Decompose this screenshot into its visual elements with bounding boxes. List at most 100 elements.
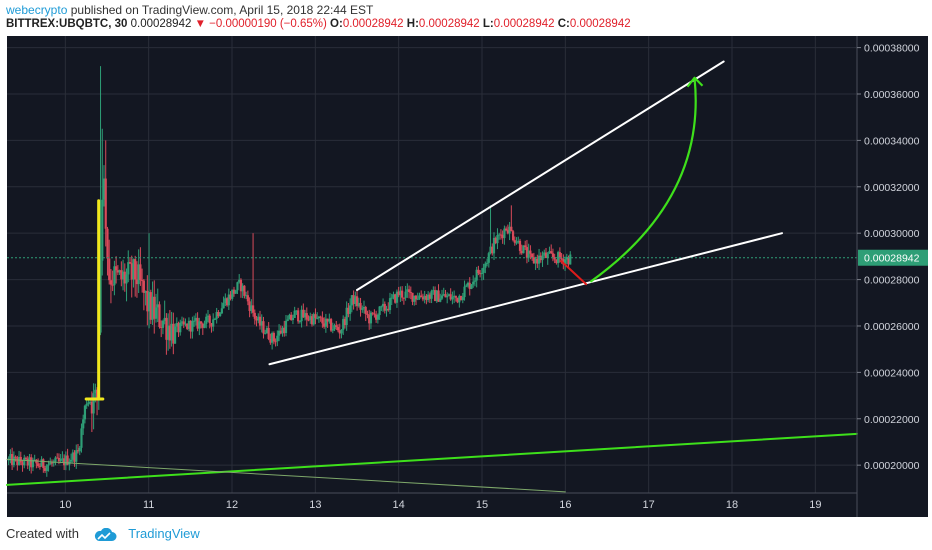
candle-body: [132, 259, 135, 280]
candle-body: [243, 285, 246, 296]
candle-body: [565, 256, 568, 260]
price-axis[interactable]: 0.00038000 0.00036000 0.00034000 0.00032000…: [857, 43, 920, 473]
candle-body: [350, 295, 353, 306]
candle-body: [146, 290, 149, 312]
candle-body: [238, 279, 241, 283]
candle-body: [177, 323, 180, 333]
candle-body: [160, 326, 163, 328]
candle-body: [277, 330, 281, 336]
candle-body: [454, 295, 457, 298]
candle-body: [427, 294, 430, 301]
candle-body: [69, 459, 73, 462]
long-support-line: [6, 432, 858, 486]
candle-body: [397, 291, 400, 296]
candle-body: [184, 323, 187, 325]
candle-body: [54, 457, 57, 462]
y-tick-label: 0.00026000: [864, 321, 920, 333]
candle-body: [517, 240, 520, 243]
candle-body: [134, 259, 137, 280]
candle-body: [154, 307, 158, 319]
price-axis-background: [857, 36, 928, 517]
y-tick-label: 0.00036000: [864, 89, 920, 101]
candle-body: [128, 262, 132, 264]
candle-body: [453, 295, 456, 297]
y-tick-label: 0.00030000: [864, 228, 920, 240]
candle-body: [258, 316, 262, 326]
candle-body: [303, 313, 307, 318]
x-tick-label: 11: [143, 499, 154, 511]
high-label: H:: [406, 18, 419, 30]
candle-body: [82, 419, 85, 429]
candle-body: [222, 303, 225, 309]
candle-body: [38, 466, 41, 468]
candle-body: [255, 318, 258, 321]
candle-body: [90, 401, 93, 414]
candle-body: [435, 290, 438, 301]
candle-body: [61, 458, 64, 460]
candle-body: [66, 455, 69, 465]
candle-body: [21, 462, 24, 466]
candle-body: [499, 234, 503, 236]
candle-body: [472, 281, 475, 285]
candle-body: [298, 321, 301, 323]
candle-body: [144, 290, 147, 293]
candle-body: [343, 318, 347, 326]
lower-channel-line: [268, 232, 783, 366]
candle-body: [425, 295, 428, 301]
candle-body: [71, 452, 74, 460]
candle-body: [286, 319, 289, 321]
candle-body: [293, 310, 296, 318]
author-link[interactable]: webecrypto: [6, 3, 68, 17]
candle-body: [331, 329, 334, 331]
last-price-badge: 0.00028942: [858, 249, 928, 266]
candle-body: [359, 302, 362, 310]
candle-body: [251, 305, 255, 313]
candle-body: [323, 323, 326, 327]
x-tick-label: 15: [476, 499, 488, 511]
candle-body: [199, 321, 203, 324]
candle-body: [366, 314, 369, 316]
candle-body: [33, 459, 36, 461]
candle-body: [57, 458, 61, 462]
y-tick-label: 0.00038000: [864, 43, 920, 55]
arrow-head-icon: [686, 76, 704, 88]
candle-body: [563, 259, 567, 265]
candle-body: [75, 450, 78, 462]
candle-body: [163, 317, 166, 321]
candle-body: [362, 307, 366, 309]
tradingview-brand-link[interactable]: TradingView: [128, 526, 200, 541]
candle-body: [515, 242, 518, 244]
symbol-legend: BITTREX:UBQBTC, 30 0.00028942 ▼ −0.00000…: [6, 18, 631, 30]
last-price-badge-label: 0.00028942: [864, 253, 920, 265]
candle-body: [505, 228, 508, 231]
candle-body: [550, 251, 553, 254]
candle-body: [205, 316, 208, 324]
candle-body: [480, 272, 483, 275]
candle-body: [120, 270, 123, 280]
candle-body: [513, 240, 516, 243]
candle-body: [276, 335, 279, 342]
candle-body: [182, 321, 185, 325]
candle-body: [189, 320, 192, 332]
candle-body: [317, 316, 321, 319]
symbol-name[interactable]: BITTREX:UBQBTC, 30: [6, 18, 128, 30]
candle-body: [567, 256, 570, 265]
y-tick-label: 0.00034000: [864, 135, 920, 147]
candle-body: [210, 323, 213, 327]
time-axis[interactable]: 10 11 12 13 14 15 16 17 18 19: [59, 499, 821, 511]
candle-body: [433, 290, 437, 301]
candle-body: [23, 457, 26, 466]
x-tick-label: 12: [226, 499, 238, 511]
candle-body: [432, 290, 435, 292]
candle-body: [265, 327, 269, 334]
candle-body: [423, 295, 426, 300]
candle-body: [333, 325, 336, 330]
candle-body: [522, 245, 525, 254]
candle-body: [239, 279, 243, 292]
candle-body: [416, 298, 419, 300]
candle-body: [340, 329, 343, 334]
candle-body: [477, 269, 480, 274]
candle-body: [59, 458, 62, 462]
candle-body: [180, 321, 184, 323]
